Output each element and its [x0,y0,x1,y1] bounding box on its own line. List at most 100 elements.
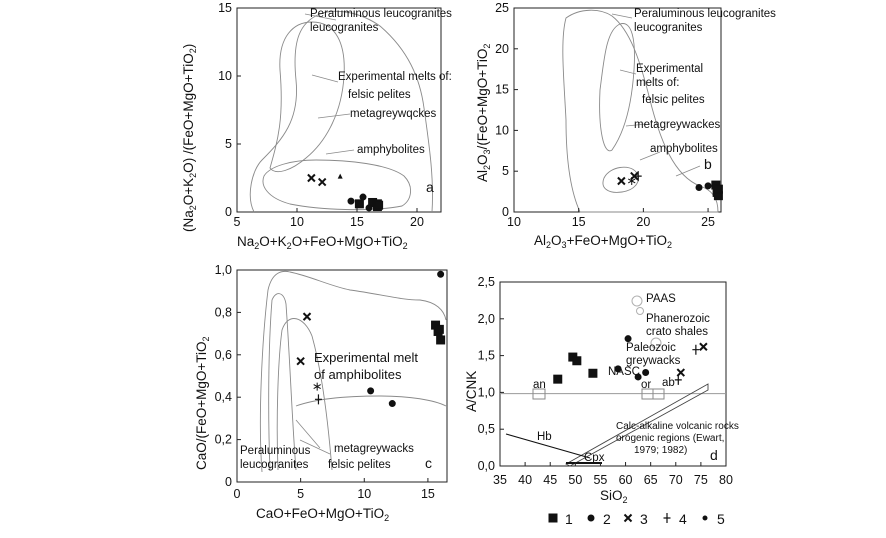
panel-b-fields [562,9,719,213]
annotation-of-amphibolites: of amphibolites [314,367,402,382]
panel-b-ytick-label: 5 [502,164,509,178]
panel-d-point-series-1 [553,374,563,384]
panel-c-ytick-label: 0,4 [215,390,232,404]
annotation-calc-alkaline-2: orogenic regions (Ewart, [616,433,724,444]
panel-a-point-series-1 [374,200,384,210]
panel-a-ytick-label: 5 [225,137,232,151]
panel-c-ytick-label: 0 [225,475,232,489]
panel-a-point-series-5 [337,173,343,179]
annotation-metagreywackes: metagreywqckes [350,108,437,120]
panel-c-ytick-label: 0,6 [215,348,232,362]
panel-d-xtick-label: 40 [518,473,532,487]
panel-a-point-series-1 [354,199,364,209]
annotation-amphybolites-b: amphybolites [650,143,718,155]
annotation-experimental-melt: Experimental melt [314,350,418,365]
annotation-phanerozoic: Phanerozoic [646,313,710,325]
panel-d-point-series-4 [674,374,682,385]
panel-b-ytick-label: 25 [495,1,509,15]
panel-d-point-series-2 [614,365,622,373]
panel-b-xtick-label: 20 [636,215,650,229]
panel-b-xtick-label: 10 [507,215,521,229]
annotation-cpx: Cpx [584,452,605,464]
panel-d-xtick-label: 80 [719,473,733,487]
panel-d-fields [505,295,709,467]
annotation-felsic-pelites-c: felsic pelites [328,459,391,471]
panel-d-ticks: 35 40 45 50 55 60 65 70 75 80 0,0 0,5 1,0 1,5 2,0 2,5 [478,275,733,487]
panel-a-ylabel: (Na2O+K2O) /(FeO+MgO+TiO2) [181,44,198,232]
panel-c-points [296,270,446,408]
annotation-calc-alkaline-3: 1979; 1982) [634,445,687,456]
panel-c-point-series-5 [313,382,321,391]
annotation-paleozoic: Paleozoic [626,342,676,354]
panel-c-ytick-label: 0,2 [215,433,232,447]
annotation-ab: ab [662,377,675,389]
legend-marker-1 [548,513,558,523]
annotation-crato-shales: crato shales [646,326,708,338]
panel-b-points [617,171,723,201]
panel-d-xtick-label: 55 [593,473,607,487]
annotation-an: an [533,379,546,391]
panel-d-ytick-label: 2,0 [478,312,495,326]
annotation-leucogranites: leucogranites [310,22,379,34]
panel-d: 35 40 45 50 55 60 65 70 75 80 0,0 0,5 1,0 1,5 2,0 2,5 P… [464,275,739,505]
annotation-or: or [641,379,651,391]
annotation-calc-alkaline-1: Calc-alkaline volcanic rocks [616,421,739,432]
panel-c-point-series-3 [302,312,312,321]
panel-c-point-series-2 [388,400,396,408]
panel-b-frame [513,7,722,213]
legend-label-1: 1 [565,511,573,527]
legend: 1 2 3 4 5 [548,511,725,527]
panel-b-xtick-label: 25 [701,215,715,229]
panel-b-xlabel: Al2O3+FeO+MgO+TiO2 [534,233,672,250]
panel-a-point-series-2 [347,197,355,205]
panel-d-xtick-label: 60 [619,473,633,487]
panel-a-point-series-3 [317,177,327,187]
annotation-felsic-pelites-b: felsic pelites [642,94,705,106]
panel-d-ytick-label: 1,5 [478,349,495,363]
annotation-metagreywacks-c: metagreywacks [334,443,414,455]
panel-a-ytick-label: 10 [218,69,232,83]
panel-b: 10 15 20 25 0 5 10 15 20 25 Peraluminous leucogra… [475,1,776,250]
panel-b-ytick-label: 0 [502,205,509,219]
panel-d-xtick-label: 65 [644,473,658,487]
legend-label-5: 5 [717,511,725,527]
panel-c-fields [259,270,447,473]
panel-d-xtick-label: 75 [694,473,708,487]
panel-a-frame [236,7,442,213]
panel-b-point-series-4 [634,171,642,182]
panel-a-fields [249,10,433,213]
panel-d-ytick-label: 0,0 [478,459,495,473]
panel-c-xtick-label: 15 [421,487,435,501]
panel-b-ytick-label: 10 [495,123,509,137]
panel-b-label: b [704,156,712,172]
panel-d-point-series-4 [692,344,700,355]
annotation-leucogranites-c: leucogranites [240,459,309,471]
panel-d-points [553,335,708,385]
panel-a-xtick-label: 15 [350,215,364,229]
panel-d-point-series-2 [642,369,650,377]
panel-d-xtick-label: 45 [543,473,557,487]
panel-b-point-series-3 [617,176,626,186]
panel-b-point-series-2 [695,184,703,192]
panel-a-xtick-label: 10 [290,215,304,229]
panel-b-point-series-1 [713,184,723,194]
panel-d-frame [499,281,727,467]
panel-b-ytick-label: 15 [495,83,509,97]
legend-marker-3 [623,513,633,523]
panel-c-ytick-label: 0,8 [215,305,232,319]
panel-d-ylabel: A/CNK [464,371,479,412]
panel-b-ylabel: Al2O3/(FeO+MgO+TiO2 [475,44,492,182]
legend-marker-2 [587,514,595,522]
legend-marker-4 [663,513,671,523]
panel-b-point-series-2 [704,182,712,190]
annotation-paas: PAAS [646,293,676,305]
panel-a-label: a [426,179,434,195]
panel-c-point-series-3 [296,356,305,366]
panel-a-ytick-label: 15 [218,1,232,15]
legend-label-4: 4 [679,511,687,527]
panel-c-ticks: 0 5 10 15 0 0,2 0,4 0,6 0,8 1,0 [215,263,435,501]
panel-d-point-series-2 [624,335,632,343]
panel-b-ticks: 10 15 20 25 0 5 10 15 20 25 [495,1,715,229]
